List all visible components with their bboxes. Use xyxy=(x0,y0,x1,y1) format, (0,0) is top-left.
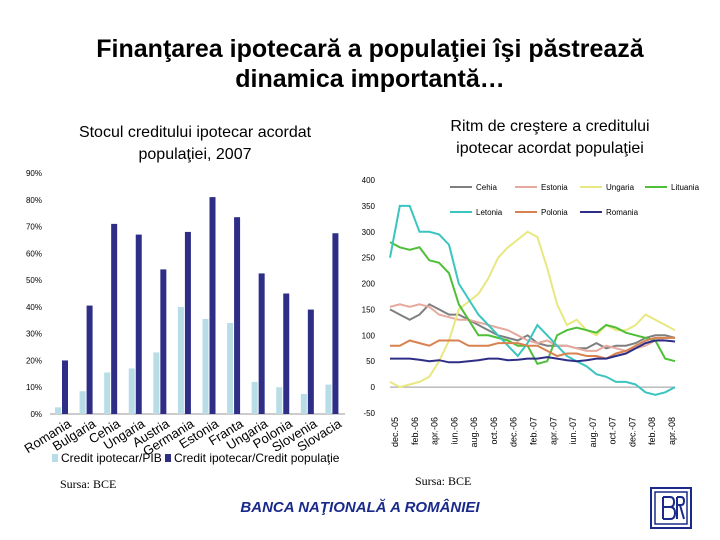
x-tick-label: dec.-07 xyxy=(627,417,637,447)
legend-label: Credit ipotecar/Credit populaţie xyxy=(174,451,340,465)
x-tick-label: oct.-06 xyxy=(489,417,499,445)
x-tick-label: iun.-07 xyxy=(568,417,578,445)
y-tick-label: 350 xyxy=(362,202,376,211)
right-chart-subtitle-line1: Ritm de creştere a creditului xyxy=(450,118,650,135)
y-tick-label: -50 xyxy=(363,409,375,418)
footer-bank-name: BANCA NAŢIONALĂ A ROMÂNIEI xyxy=(240,499,480,516)
x-tick-label: oct.-07 xyxy=(608,417,618,445)
bar-Credit ipotecar/Credit populaţie xyxy=(160,269,167,414)
x-tick-label: feb.-06 xyxy=(410,417,420,445)
y-tick-label: 100 xyxy=(362,331,376,340)
page-title: Finanţarea ipotecară a populaţiei îşi pă… xyxy=(40,34,700,94)
series-line-Polonia xyxy=(390,336,675,360)
x-tick-label: dec.-06 xyxy=(509,417,519,447)
bnr-logo-icon xyxy=(650,487,692,529)
y-tick-label: 20% xyxy=(26,356,42,365)
y-tick-label: 50% xyxy=(26,276,42,285)
legend-swatch xyxy=(52,454,58,462)
y-tick-label: 0 xyxy=(371,383,376,392)
bar-Credit ipotecar/Credit populaţie xyxy=(86,305,93,414)
right-chart-subtitle: Ritm de creştere a creditului ipotecar a… xyxy=(395,116,705,160)
right-chart-source: Sursa: BCE xyxy=(415,474,472,488)
legend-label: Letonia xyxy=(476,208,503,217)
y-tick-label: 150 xyxy=(362,305,376,314)
bar-Credit ipotecar/PIB xyxy=(227,322,234,414)
y-tick-label: 10% xyxy=(26,383,42,392)
bar-Credit ipotecar/Credit populaţie xyxy=(184,231,191,414)
bar-Credit ipotecar/PIB xyxy=(104,372,111,414)
series-line-Romania xyxy=(390,339,676,364)
x-tick-label: apr.-08 xyxy=(667,417,677,445)
legend-label: Romania xyxy=(606,208,639,217)
x-tick-label: dec.-05 xyxy=(390,417,400,447)
bar-Credit ipotecar/PIB xyxy=(276,387,283,414)
bar-Credit ipotecar/Credit populaţie xyxy=(307,309,314,414)
bar-Credit ipotecar/PIB xyxy=(325,384,332,414)
y-tick-label: 400 xyxy=(362,176,376,185)
x-tick-label: iun.-06 xyxy=(449,417,459,445)
x-tick-label: feb.-07 xyxy=(529,417,539,445)
bar-Credit ipotecar/PIB xyxy=(79,391,86,414)
left-chart-source: Sursa: BCE xyxy=(60,477,117,491)
x-tick-label: feb.-08 xyxy=(647,417,657,445)
page-title-line1: Finanţarea ipotecară a populaţiei îşi pă… xyxy=(96,35,644,63)
bar-Credit ipotecar/Credit populaţie xyxy=(62,360,68,414)
bar-Credit ipotecar/Credit populaţie xyxy=(135,234,142,414)
y-tick-label: 60% xyxy=(26,249,42,258)
x-tick-label: aug.-07 xyxy=(588,417,598,448)
legend-label: Cehia xyxy=(476,183,497,192)
left-chart-subtitle-line1: Stocul creditului ipotecar acordat xyxy=(78,124,312,141)
y-tick-label: 70% xyxy=(26,223,42,232)
legend-label: Lituania xyxy=(671,183,700,192)
bar-Credit ipotecar/PIB xyxy=(177,306,184,414)
bar-Credit ipotecar/Credit populaţie xyxy=(332,233,339,414)
bar-Credit ipotecar/Credit populaţie xyxy=(111,223,118,414)
left-chart-subtitle: Stocul creditului ipotecar acordat popul… xyxy=(40,122,350,166)
y-tick-label: 40% xyxy=(26,303,42,312)
bar-Credit ipotecar/Credit populaţie xyxy=(283,293,290,414)
page-title-line2: dinamica importantă… xyxy=(235,65,505,93)
series-line-Ungaria xyxy=(389,230,676,389)
mortgage-growth-line-chart: -50 0 50 100 150 200 250 300 350 400 dec.-05 feb.-0… xyxy=(362,176,700,448)
bar-Credit ipotecar/PIB xyxy=(202,318,209,414)
bar-Credit ipotecar/Credit populaţie xyxy=(234,217,241,414)
bar-Credit ipotecar/PIB xyxy=(251,381,258,414)
y-tick-label: 80% xyxy=(26,196,42,205)
bar-Credit ipotecar/Credit populaţie xyxy=(209,197,216,414)
bar-Credit ipotecar/PIB xyxy=(55,407,61,414)
y-tick-label: 300 xyxy=(362,228,376,237)
y-tick-label: 250 xyxy=(362,254,376,263)
y-tick-label: 30% xyxy=(26,330,42,339)
right-chart-subtitle-line2: ipotecar acordat populaţiei xyxy=(456,140,644,157)
y-tick-label: 0% xyxy=(30,410,42,419)
x-tick-label: apr.-07 xyxy=(548,417,558,445)
bar-Credit ipotecar/Credit populaţie xyxy=(258,273,265,414)
legend-label: Credit ipotecar/PIB xyxy=(61,451,162,465)
series-line-Letonia xyxy=(389,204,676,396)
series-line-Cehia xyxy=(389,303,676,350)
mortgage-stock-bar-chart: 0%10%20%30%40%50%60%70%80%90%RomaniaBulg… xyxy=(22,169,345,465)
x-tick-label: apr.-06 xyxy=(430,417,440,445)
left-chart-subtitle-line2: populaţiei, 2007 xyxy=(138,146,252,163)
bar-Credit ipotecar/PIB xyxy=(300,393,307,414)
series-line-Lituania xyxy=(389,241,676,365)
y-tick-label: 200 xyxy=(362,280,376,289)
y-tick-label: 90% xyxy=(26,169,42,178)
legend-label: Estonia xyxy=(541,183,568,192)
y-tick-label: 50 xyxy=(366,357,375,366)
legend-swatch xyxy=(165,454,171,462)
bar-Credit ipotecar/PIB xyxy=(128,368,135,414)
x-tick-label: aug.-06 xyxy=(469,417,479,448)
legend-label: Polonia xyxy=(541,208,568,217)
legend-label: Ungaria xyxy=(606,183,635,192)
bar-Credit ipotecar/PIB xyxy=(153,352,160,414)
